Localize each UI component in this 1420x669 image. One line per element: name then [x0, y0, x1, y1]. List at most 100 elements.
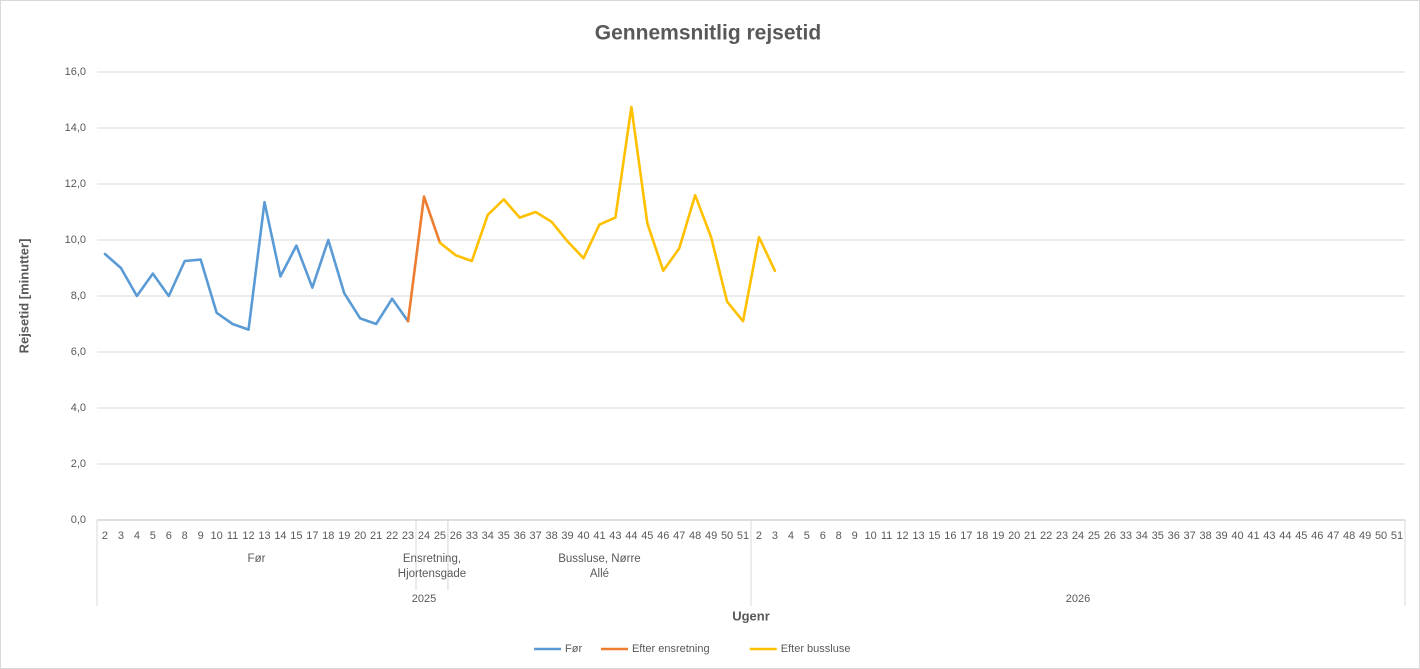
x-tick-label: 22 [1040, 530, 1052, 542]
x-tick-label: 43 [609, 530, 621, 542]
x-tick-label: 41 [593, 530, 605, 542]
y-tick-label: 12,0 [65, 178, 86, 190]
x-tick-label: 5 [804, 530, 810, 542]
x-tick-label: 18 [322, 530, 334, 542]
x-tick-label: 4 [134, 530, 140, 542]
x-tick-label: 14 [274, 530, 286, 542]
x-tick-label: 24 [1072, 530, 1084, 542]
x-tick-label: 44 [1279, 530, 1291, 542]
x-tick-label: 10 [211, 530, 223, 542]
x-tick-label: 51 [737, 530, 749, 542]
x-tick-label: 43 [1263, 530, 1275, 542]
legend-label: Efter ensretning [632, 643, 710, 655]
x-tick-label: 23 [1056, 530, 1068, 542]
x-tick-label: 37 [1184, 530, 1196, 542]
x-tick-label: 2 [102, 530, 108, 542]
x-tick-label: 34 [482, 530, 494, 542]
x-tick-label: 37 [530, 530, 542, 542]
x-tick-label: 33 [1120, 530, 1132, 542]
x-tick-label: 46 [657, 530, 669, 542]
x-tick-label: 49 [705, 530, 717, 542]
x-tick-label: 33 [466, 530, 478, 542]
series-line [406, 195, 442, 323]
group-label: Bussluse, Nørre Allé [558, 553, 641, 580]
x-tick-label: 3 [118, 530, 124, 542]
x-tick-label: 34 [1136, 530, 1148, 542]
y-tick-label: 10,0 [65, 234, 86, 246]
x-tick-label: 6 [820, 530, 826, 542]
x-tick-label: 12 [242, 530, 254, 542]
x-tick-label: 45 [1295, 530, 1307, 542]
x-tick-label: 2 [756, 530, 762, 542]
legend-label: Før [565, 643, 582, 655]
x-tick-label: 40 [577, 530, 589, 542]
x-tick-label: 48 [1343, 530, 1355, 542]
y-tick-label: 8,0 [71, 290, 86, 302]
x-tick-label: 11 [227, 530, 238, 542]
x-tick-label: 24 [418, 530, 430, 542]
x-tick-label: 38 [545, 530, 557, 542]
series-line [438, 105, 777, 323]
y-tick-label: 14,0 [65, 122, 86, 134]
x-tick-label: 44 [625, 530, 637, 542]
x-tick-label: 50 [721, 530, 733, 542]
x-tick-label: 41 [1247, 530, 1259, 542]
x-tick-label: 5 [150, 530, 156, 542]
x-tick-label: 22 [386, 530, 398, 542]
x-axis-title: Ugenr [732, 608, 770, 623]
x-tick-label: 36 [1168, 530, 1180, 542]
x-tick-label: 25 [1088, 530, 1100, 542]
x-tick-label: 35 [498, 530, 510, 542]
group-label: Før [247, 553, 266, 565]
x-tick-label: 20 [1008, 530, 1020, 542]
x-tick-label: 10 [865, 530, 877, 542]
x-tick-label: 45 [641, 530, 653, 542]
series-line [103, 200, 410, 331]
x-tick-label: 19 [992, 530, 1004, 542]
x-tick-label: 3 [772, 530, 778, 542]
x-tick-label: 12 [896, 530, 908, 542]
x-tick-label: 39 [1215, 530, 1227, 542]
x-tick-label: 21 [370, 530, 382, 542]
legend-label: Efter bussluse [781, 643, 851, 655]
group-label: Ensretning, Hjortensgade [397, 553, 467, 580]
x-tick-label: 38 [1199, 530, 1211, 542]
y-tick-label: 6,0 [71, 346, 86, 358]
x-tick-label: 15 [290, 530, 302, 542]
x-tick-label: 39 [561, 530, 573, 542]
y-tick-label: 16,0 [65, 66, 86, 78]
x-tick-label: 17 [306, 530, 318, 542]
x-tick-label: 25 [434, 530, 446, 542]
year-label: 2025 [412, 593, 436, 605]
x-tick-label: 16 [944, 530, 956, 542]
x-tick-label: 50 [1375, 530, 1387, 542]
y-tick-label: 4,0 [71, 402, 86, 414]
x-tick-label: 15 [928, 530, 940, 542]
x-tick-label: 49 [1359, 530, 1371, 542]
y-axis-title: Rejsetid [minutter] [16, 239, 31, 354]
x-tick-label: 11 [881, 530, 892, 542]
x-tick-label: 47 [673, 530, 685, 542]
y-tick-label: 0,0 [71, 514, 86, 526]
x-tick-label: 40 [1231, 530, 1243, 542]
x-tick-label: 13 [258, 530, 270, 542]
x-tick-label: 20 [354, 530, 366, 542]
x-tick-label: 8 [182, 530, 188, 542]
x-tick-label: 8 [836, 530, 842, 542]
x-tick-label: 21 [1024, 530, 1036, 542]
x-tick-label: 4 [788, 530, 794, 542]
x-tick-label: 18 [976, 530, 988, 542]
x-tick-label: 48 [689, 530, 701, 542]
x-tick-label: 26 [1104, 530, 1116, 542]
x-tick-label: 26 [450, 530, 462, 542]
x-tick-label: 36 [514, 530, 526, 542]
x-tick-label: 6 [166, 530, 172, 542]
x-tick-label: 17 [960, 530, 972, 542]
y-tick-label: 2,0 [71, 458, 86, 470]
x-tick-label: 19 [338, 530, 350, 542]
x-tick-label: 9 [198, 530, 204, 542]
x-tick-label: 9 [852, 530, 858, 542]
